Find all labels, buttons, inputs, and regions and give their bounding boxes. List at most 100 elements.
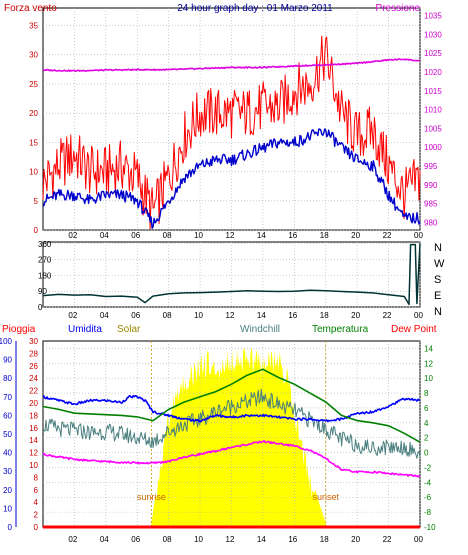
pressure-y-tick-label: 990	[424, 181, 438, 190]
rain-y-tick-label: 14	[29, 436, 38, 445]
pressure-y-tick-label: 1010	[424, 106, 442, 115]
pressure-y-tick-label: 985	[424, 200, 438, 209]
wind-y-tick-label: 35	[29, 22, 38, 31]
humidity-y-tick-label: 80	[3, 374, 12, 383]
rain-y-tick-label: 10	[29, 461, 38, 470]
direction-x-tick-label: 22	[383, 311, 392, 320]
compass-tick-label: E	[434, 290, 441, 302]
direction-y-tick-label: 270	[38, 256, 52, 265]
direction-x-tick-label: 10	[194, 311, 203, 320]
direction-x-tick-label: 02	[68, 311, 77, 320]
sunset-annotation: sunset	[312, 492, 339, 502]
temperature-y-tick-label: -10	[424, 523, 436, 532]
wind-y-tick-label: 10	[29, 168, 38, 177]
rain-y-tick-label: 20	[29, 399, 38, 408]
humidity-y-tick-label: 20	[3, 486, 12, 495]
compass-tick-label: S	[434, 274, 441, 286]
wind-x-tick-label: 12	[226, 231, 235, 240]
temperature-x-tick-label: 06	[131, 535, 140, 544]
wind-x-tick-label: 18	[320, 231, 329, 240]
direction-x-tick-label: 14	[257, 311, 266, 320]
pressure-y-tick-label: 1025	[424, 49, 442, 58]
temperature-x-tick-label: 16	[288, 535, 297, 544]
humidity-y-tick-label: 10	[3, 504, 12, 513]
legend-label: Temperatura	[312, 324, 369, 335]
direction-x-tick-label: 08	[163, 311, 172, 320]
humidity-y-tick-label: 90	[3, 356, 12, 365]
wind-speed-line	[42, 35, 421, 230]
temperature-x-tick-label: 00	[414, 535, 423, 544]
pressure-y-tick-label: 1005	[424, 124, 442, 133]
wind-y-tick-label: 30	[29, 51, 38, 60]
direction-y-tick-label: 360	[38, 240, 52, 249]
legend-label: Umidita	[68, 324, 102, 335]
pressure-y-tick-label: 1035	[424, 12, 442, 21]
direction-x-tick-label: 06	[131, 311, 140, 320]
rain-y-tick-label: 24	[29, 374, 38, 383]
direction-panel-series	[42, 243, 421, 306]
pressure-line	[42, 58, 421, 72]
wind-left-ticks: 0 5 10 15 20 25 30 35	[29, 22, 38, 235]
pressure-y-tick-label: 980	[424, 218, 438, 227]
temperature-line	[42, 368, 421, 443]
humidity-y-tick-label: 30	[3, 467, 12, 476]
sunrise-annotation: sunrise	[137, 492, 166, 502]
temperature-x-tick-label: 02	[68, 535, 77, 544]
temperature-y-tick-label: -2	[424, 463, 432, 472]
humidity-y-tick-label: 40	[3, 449, 12, 458]
humidity-y-tick-label: 100	[0, 337, 13, 346]
temperature-y-tick-label: -8	[424, 508, 432, 517]
rain-y-tick-label: 8	[34, 473, 39, 482]
temperature-y-tick-label: 8	[424, 389, 429, 398]
wind-x-tick-label: 10	[194, 231, 203, 240]
temperature-y-tick-label: 12	[424, 359, 433, 368]
wind-x-tick-label: 22	[383, 231, 392, 240]
compass-tick-label: W	[434, 258, 445, 270]
wind-y-tick-label: 5	[34, 197, 39, 206]
wind-panel-series	[42, 35, 421, 230]
legend-label: Solar	[117, 324, 141, 335]
temperature-y-tick-label: 0	[424, 449, 429, 458]
wind-x-tick-label: 16	[288, 231, 297, 240]
wind-y-tick-label: 20	[29, 109, 38, 118]
wind-average-line	[42, 128, 421, 230]
rain-y-tick-label: 22	[29, 387, 38, 396]
wind-axis-label: Forza vento	[4, 3, 57, 14]
rain-y-tick-label: 0	[34, 523, 39, 532]
temperature-panel-series	[42, 368, 421, 529]
wind-x-tick-label: 02	[68, 231, 77, 240]
wind-x-tick-label: 00	[414, 231, 423, 240]
legend-label: Pioggia	[2, 324, 36, 335]
pressure-y-tick-label: 1015	[424, 87, 442, 96]
pressure-y-tick-label: 995	[424, 162, 438, 171]
direction-y-tick-label: 0	[38, 303, 43, 312]
rain-y-tick-label: 26	[29, 362, 38, 371]
wind-y-tick-label: 25	[29, 80, 38, 89]
temperature-x-ticks: 02 04 06 08 10 12 14 16 18 20 22 00	[68, 535, 423, 544]
pressure-y-tick-label: 1020	[424, 68, 442, 77]
direction-x-tick-label: 16	[288, 311, 297, 320]
pressure-y-tick-label: 1000	[424, 143, 442, 152]
direction-left-ticks: 0 90 180 270 360	[38, 240, 52, 312]
temperature-x-tick-label: 20	[351, 535, 360, 544]
windchill-line	[42, 388, 421, 459]
legend: Pioggia Umidita Solar Windchill Temperatura D…	[2, 324, 437, 335]
temperature-x-tick-label: 22	[383, 535, 392, 544]
humidity-y-tick-label: 70	[3, 393, 12, 402]
rain-y-tick-label: 6	[34, 486, 39, 495]
chart-title: 24 hour graph day : 01 Marzo 2011	[177, 3, 333, 14]
rain-y-tick-label: 16	[29, 424, 38, 433]
temperature-x-tick-label: 14	[257, 535, 266, 544]
direction-x-tick-label: 04	[100, 311, 109, 320]
temperature-x-tick-label: 12	[226, 535, 235, 544]
temperature-x-tick-label: 08	[163, 535, 172, 544]
temperature-right-ticks: -10 -8 -6 -4 -2 0 2 4 6 8 10 12 14	[424, 344, 436, 532]
wind-y-tick-label: 0	[34, 226, 39, 235]
humidity-y-tick-label: 0	[8, 523, 13, 532]
solar-radiation-area	[151, 346, 326, 527]
